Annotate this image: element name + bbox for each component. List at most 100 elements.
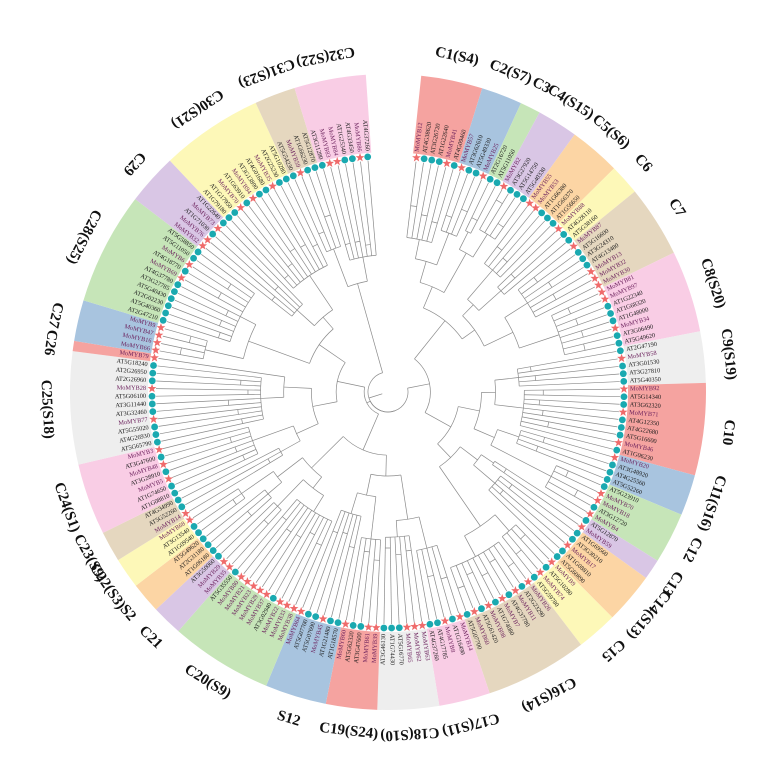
branch xyxy=(407,383,430,389)
mulberry-star-icon xyxy=(531,203,541,212)
arabidopsis-circle-icon xyxy=(472,169,480,177)
mulberry-star-icon xyxy=(243,576,252,586)
arabidopsis-circle-icon xyxy=(560,231,568,238)
arabidopsis-circle-icon xyxy=(426,620,434,628)
clade-label: C9(S19) xyxy=(718,328,740,381)
branch xyxy=(436,233,450,266)
branch xyxy=(337,381,365,388)
arabidopsis-circle-icon xyxy=(149,369,157,377)
arabidopsis-circle-icon xyxy=(607,310,614,317)
branch xyxy=(366,400,371,404)
branch xyxy=(363,387,379,415)
branch xyxy=(520,425,613,450)
mulberry-star-icon xyxy=(478,171,488,180)
branch xyxy=(567,307,571,314)
branch xyxy=(458,406,480,412)
branch xyxy=(202,340,208,359)
branch xyxy=(287,263,293,268)
branch xyxy=(524,398,620,405)
leaf-label: AT5G18240 xyxy=(116,358,148,368)
branch xyxy=(490,429,498,446)
clade-band xyxy=(413,75,483,163)
branch xyxy=(418,516,428,549)
branch xyxy=(424,412,451,428)
branch xyxy=(237,499,298,570)
branch xyxy=(510,273,516,279)
branch xyxy=(494,201,522,240)
branch xyxy=(456,179,482,237)
branch xyxy=(530,366,532,372)
arabidopsis-circle-icon xyxy=(618,416,626,424)
mulberry-star-icon xyxy=(596,488,606,498)
clade-label: C32(S22) xyxy=(295,43,356,70)
branch xyxy=(360,161,373,256)
branch xyxy=(313,495,324,512)
arabidopsis-circle-icon xyxy=(565,236,573,244)
branch xyxy=(494,404,524,409)
arabidopsis-circle-icon xyxy=(157,453,165,461)
arabidopsis-circle-icon xyxy=(520,195,527,203)
arabidopsis-circle-icon xyxy=(615,339,623,347)
branch xyxy=(551,293,599,316)
branch xyxy=(484,193,509,233)
clade-band xyxy=(426,619,490,706)
branch xyxy=(523,403,620,413)
branch xyxy=(492,215,540,271)
arabidopsis-circle-icon xyxy=(420,155,428,163)
mulberry-star-icon xyxy=(590,273,600,283)
branch xyxy=(345,537,362,621)
arabidopsis-circle-icon xyxy=(463,610,471,618)
branch xyxy=(500,236,561,291)
branch xyxy=(400,474,409,520)
leaf-label: MoMYB28 xyxy=(117,384,146,391)
branch xyxy=(465,182,489,231)
branch xyxy=(419,261,427,283)
arabidopsis-circle-icon xyxy=(616,431,624,439)
branch xyxy=(440,171,461,231)
arabidopsis-circle-icon xyxy=(304,610,312,618)
branch xyxy=(280,440,301,453)
branch xyxy=(289,248,295,252)
branch xyxy=(219,320,222,326)
branch xyxy=(169,314,232,337)
mulberry-star-icon xyxy=(236,572,246,581)
arabidopsis-circle-icon xyxy=(276,179,283,186)
branch xyxy=(309,328,334,364)
arabidopsis-circle-icon xyxy=(159,316,167,324)
branch xyxy=(174,299,236,327)
leaf-label: AT2G26960 xyxy=(115,376,146,384)
branch xyxy=(481,454,494,464)
branch xyxy=(157,365,262,379)
branch xyxy=(229,437,232,443)
clade-band xyxy=(294,74,372,163)
branch xyxy=(415,258,437,266)
clade-label: C10 xyxy=(719,419,738,447)
leaf-label: MoMYB86 xyxy=(352,122,362,152)
clade-label: C15 xyxy=(598,636,628,665)
branch xyxy=(341,509,362,517)
branch xyxy=(360,538,372,623)
branch xyxy=(467,269,493,300)
clade-label: C5(S6) xyxy=(589,112,633,153)
branch xyxy=(294,179,327,252)
branch xyxy=(527,266,584,304)
branch xyxy=(311,436,344,469)
branch xyxy=(316,512,350,613)
clade-band xyxy=(70,351,155,465)
clade-label: C2(S7) xyxy=(487,57,534,88)
branch xyxy=(158,358,216,368)
branch xyxy=(461,562,481,606)
branch xyxy=(406,237,432,243)
branch xyxy=(516,368,520,387)
arabidopsis-circle-icon xyxy=(151,423,159,431)
clade-label: C6 xyxy=(631,151,655,176)
clade-label: C3 xyxy=(530,74,554,97)
branch xyxy=(367,160,377,256)
mulberry-star-icon xyxy=(355,153,365,162)
leaf-label: AT5G55020 xyxy=(117,424,149,436)
arabidopsis-circle-icon xyxy=(318,161,326,169)
arabidopsis-circle-icon xyxy=(171,288,178,296)
branch xyxy=(517,351,617,370)
arabidopsis-circle-icon xyxy=(590,503,598,511)
branch xyxy=(361,537,381,541)
